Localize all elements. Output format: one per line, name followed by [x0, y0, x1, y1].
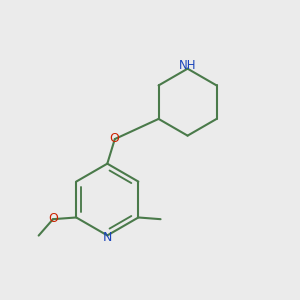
Text: O: O: [49, 212, 58, 225]
Text: N: N: [103, 231, 112, 244]
Text: O: O: [109, 131, 119, 145]
Text: NH: NH: [179, 59, 196, 72]
